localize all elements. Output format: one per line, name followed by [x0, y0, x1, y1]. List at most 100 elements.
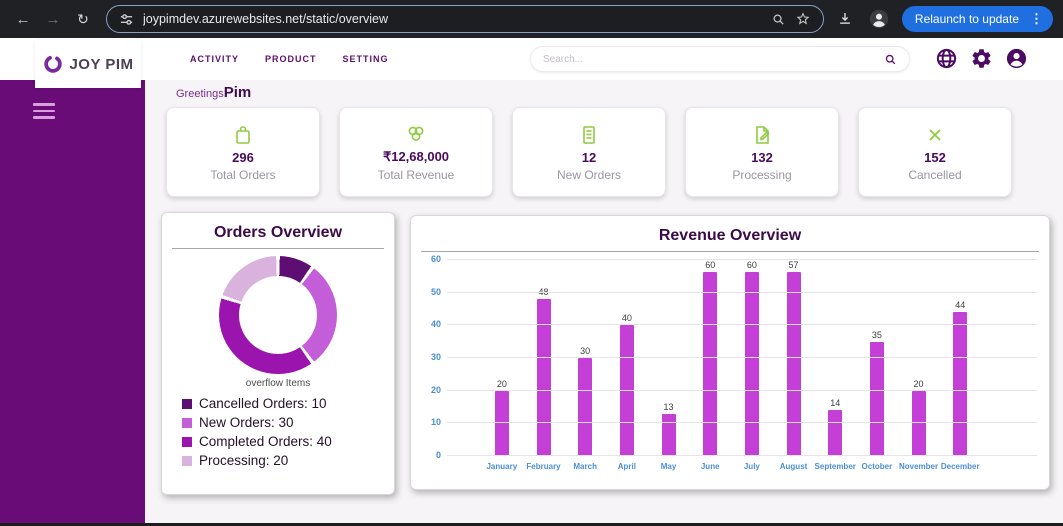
bar-value-label: 35: [871, 329, 882, 340]
grid-line: [447, 259, 1037, 260]
hamburger-menu-icon[interactable]: [33, 103, 55, 123]
bar-value-label: 20: [496, 378, 507, 389]
bar-column: 20: [481, 260, 523, 456]
search-icon[interactable]: [884, 53, 897, 66]
browser-back-icon[interactable]: ←: [15, 10, 31, 28]
omnibox-search-icon[interactable]: [771, 12, 786, 27]
bar-column: 57: [773, 260, 815, 456]
title-divider: [421, 251, 1039, 252]
bar[interactable]: [578, 358, 593, 456]
stat-card-cancelled[interactable]: 152 Cancelled: [858, 107, 1012, 197]
y-axis-tick: 30: [430, 352, 441, 362]
legend-marker: [182, 398, 192, 409]
nav-item-setting[interactable]: SETTING: [342, 54, 389, 64]
nav-item-activity[interactable]: ACTIVITY: [190, 54, 240, 64]
bar[interactable]: [661, 413, 676, 456]
address-bar[interactable]: joypimdev.azurewebsites.net/static/overv…: [106, 5, 824, 33]
stat-card-total-revenue[interactable]: ₹12,68,000 Total Revenue: [339, 107, 493, 197]
search-placeholder: Search...: [543, 53, 584, 65]
grid-line: [447, 324, 1037, 326]
bar-value-label: 13: [663, 401, 674, 412]
stat-value: 296: [232, 149, 254, 165]
bar-value-label: 60: [746, 260, 757, 270]
x-axis-tick: February: [526, 462, 561, 471]
legend-label: Cancelled Orders: 10: [199, 396, 327, 411]
bar[interactable]: [703, 272, 718, 456]
orders-overview-title: Orders Overview: [213, 224, 343, 241]
bar[interactable]: [619, 325, 634, 456]
bar-column: 40: [606, 260, 648, 456]
legend-label: Processing: 20: [199, 453, 289, 468]
bookmark-star-icon[interactable]: [795, 11, 811, 27]
grid-line: [447, 389, 1037, 391]
stats-row: 296 Total Orders ₹12,68,000 Total Revenu…: [166, 107, 1012, 197]
bar[interactable]: [786, 272, 801, 456]
x-axis-tick: May: [660, 462, 677, 471]
legend-item[interactable]: Cancelled Orders: 10: [182, 394, 394, 413]
bar-value-label: 30: [580, 346, 591, 356]
legend-marker: [182, 417, 192, 428]
app-header: ACTIVITY PRODUCT SETTING Search...: [0, 38, 1063, 88]
browser-toolbar: ← → ↻ joypimdev.azurewebsites.net/static…: [0, 0, 1063, 38]
x-axis-tick: December: [940, 462, 980, 471]
browser-reload-icon[interactable]: ↻: [77, 10, 89, 27]
bar[interactable]: [828, 410, 843, 456]
y-axis-tick: 20: [430, 384, 441, 395]
bar-column: 60: [689, 260, 731, 456]
x-axis-tick: September: [814, 462, 856, 471]
grid-line: [447, 357, 1037, 358]
relaunch-to-update-button[interactable]: Relaunch to update ⋮: [901, 6, 1053, 32]
legend-item[interactable]: Processing: 20: [182, 451, 394, 470]
download-icon[interactable]: [836, 10, 854, 28]
user-profile-icon[interactable]: [1005, 47, 1028, 70]
bar[interactable]: [953, 312, 968, 456]
legend-marker: [182, 436, 192, 447]
revenue-overview-card: Revenue Overview 20 48 30 40 13 60 60 57 14 35 20 4…: [410, 215, 1050, 490]
x-axis-tick: March: [573, 462, 597, 471]
revenue-bar-chart[interactable]: 20 48 30 40 13 60 60 57 14 35 20 44 0 10 20 30 40 50 60: [411, 254, 1049, 460]
x-axis-tick: June: [700, 462, 720, 471]
legend-item[interactable]: New Orders: 30: [182, 413, 394, 432]
stat-card-total-orders[interactable]: 296 Total Orders: [166, 107, 320, 197]
joy-pim-ring-icon: [44, 55, 63, 73]
bar-value-label: 20: [913, 378, 924, 389]
clipboard-icon: [577, 123, 601, 147]
brand-logo[interactable]: JOY PIM: [35, 40, 141, 88]
stat-card-new-orders[interactable]: 12 New Orders: [512, 107, 666, 197]
orders-overview-card: Orders Overview overflow Items Cancelled…: [161, 212, 395, 495]
bar-value-label: 44: [955, 300, 966, 311]
bar[interactable]: [869, 341, 884, 456]
language-globe-icon[interactable]: [935, 47, 958, 70]
orders-donut-chart[interactable]: [219, 256, 337, 374]
y-axis-tick: 60: [430, 254, 441, 264]
x-axis-tick: January: [486, 462, 518, 471]
greeting-prefix: Greetings: [176, 88, 224, 100]
bar-column: 48: [523, 260, 565, 456]
stat-card-processing[interactable]: 132 Processing: [685, 107, 839, 197]
bar-column: 20: [898, 260, 940, 456]
bar-column: 30: [564, 260, 606, 456]
browser-menu-icon[interactable]: ⋮: [1030, 11, 1043, 26]
browser-forward-icon[interactable]: →: [45, 10, 61, 28]
bar-column: 60: [731, 260, 773, 456]
legend-label: Completed Orders: 40: [199, 434, 332, 449]
x-mark-icon: [923, 123, 947, 147]
x-axis-labels: January February March April May June July Augu…: [481, 462, 981, 471]
bar[interactable]: [744, 272, 759, 456]
legend-item[interactable]: Completed Orders: 40: [182, 432, 394, 451]
window-bottom-edge: [0, 523, 1063, 526]
browser-profile-icon[interactable]: [868, 8, 890, 30]
bar-column: 13: [648, 260, 690, 456]
x-axis-tick: August: [779, 462, 808, 471]
nav-item-product[interactable]: PRODUCT: [265, 54, 317, 64]
settings-gear-icon[interactable]: [970, 47, 993, 70]
bar-value-label: 14: [830, 398, 841, 409]
bar[interactable]: [536, 299, 551, 456]
grid-line: [447, 422, 1037, 424]
stat-label: Cancelled: [908, 167, 962, 182]
stat-label: Processing: [732, 167, 792, 182]
url-text[interactable]: joypimdev.azurewebsites.net/static/overv…: [143, 12, 389, 26]
site-settings-tune-icon[interactable]: [119, 12, 134, 27]
donut-caption: overflow Items: [245, 378, 311, 389]
search-input[interactable]: Search...: [530, 46, 910, 72]
